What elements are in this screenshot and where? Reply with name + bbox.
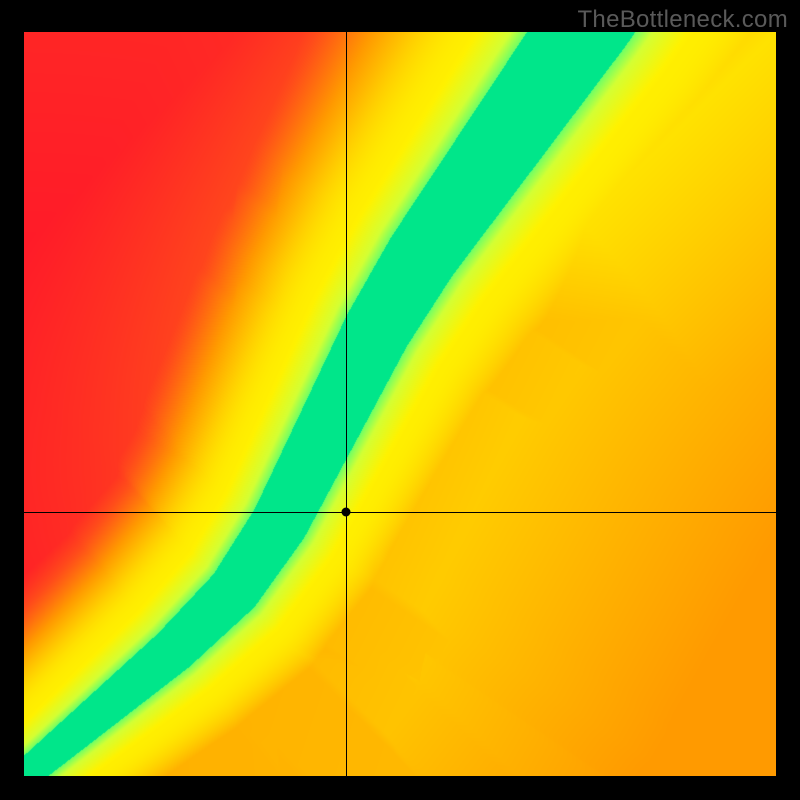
watermark-text: TheBottleneck.com — [577, 6, 788, 34]
chart-container: TheBottleneck.com — [0, 0, 800, 800]
crosshair-horizontal — [24, 512, 776, 513]
heatmap-canvas — [24, 32, 776, 776]
marker-dot — [341, 507, 350, 516]
plot-area — [24, 32, 776, 776]
crosshair-vertical — [346, 32, 347, 776]
